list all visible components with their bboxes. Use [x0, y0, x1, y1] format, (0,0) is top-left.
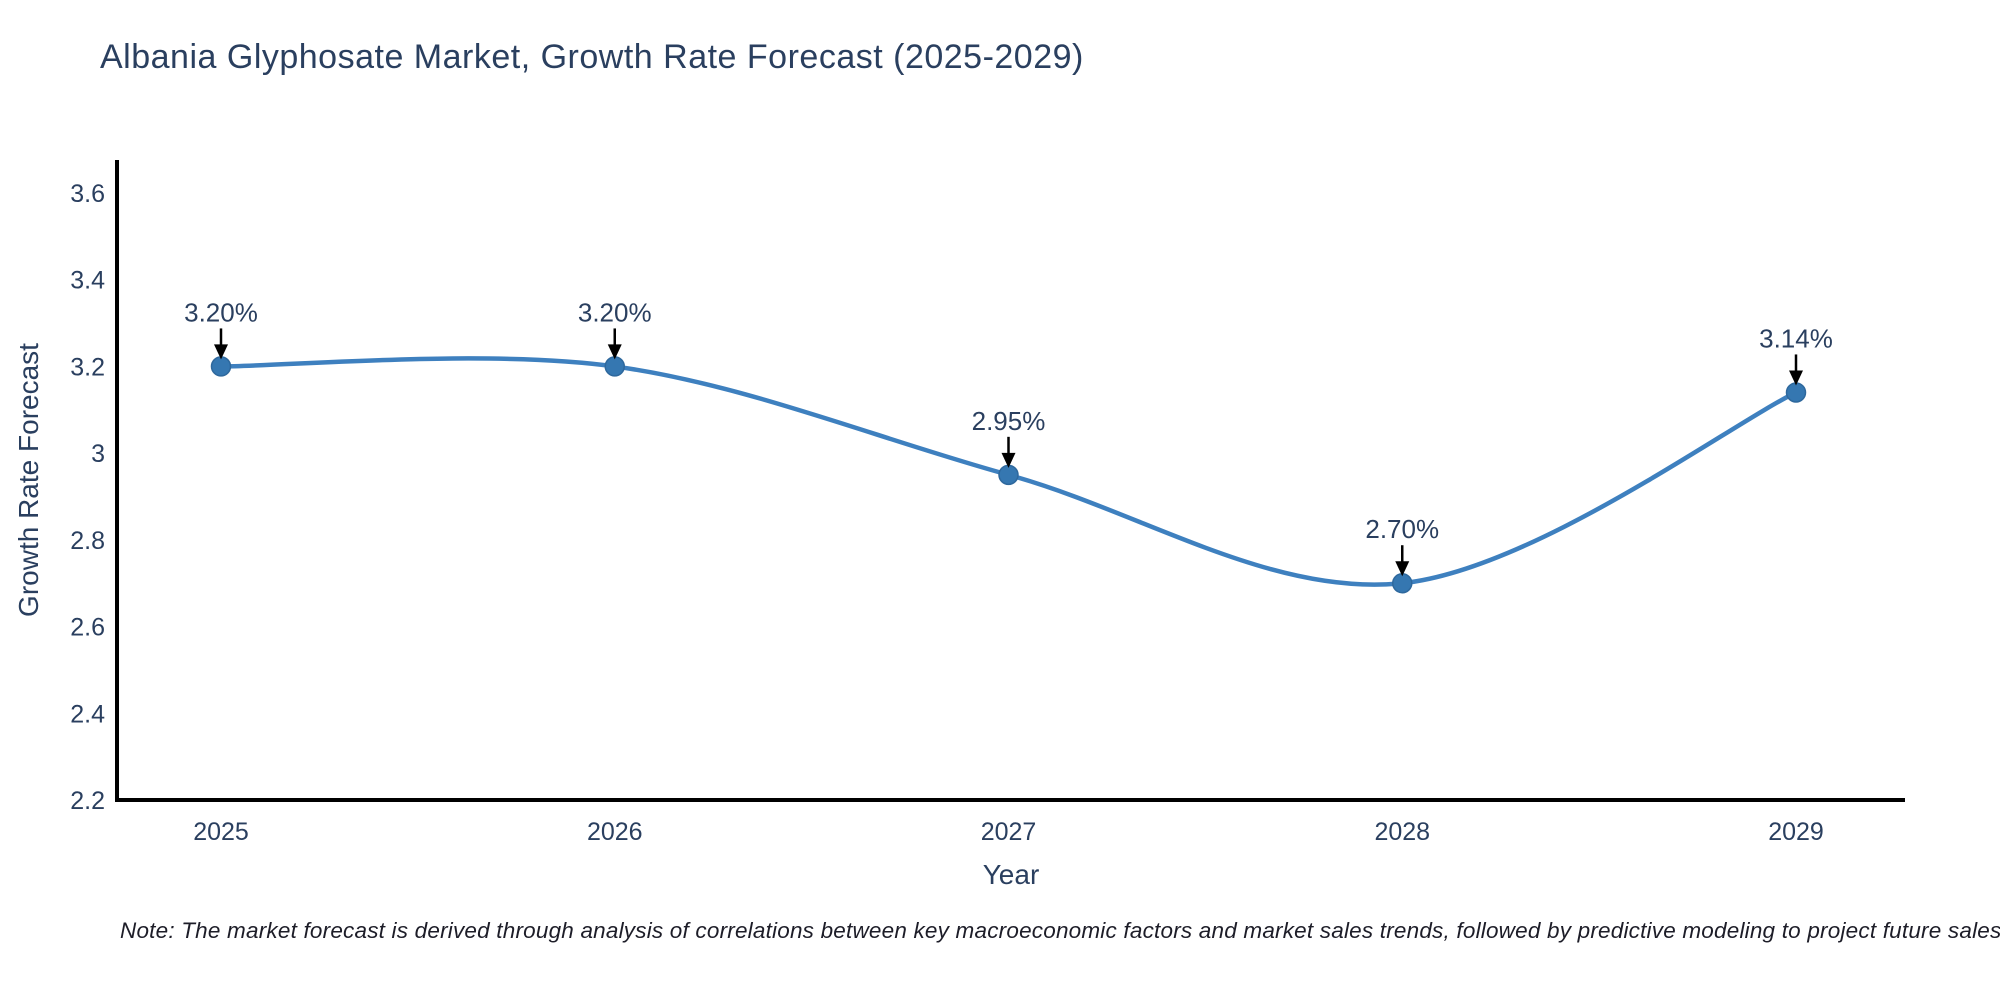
- y-tick-label: 2.6: [70, 614, 105, 642]
- data-point-marker[interactable]: [998, 464, 1019, 486]
- annotation-label: 2.70%: [1365, 514, 1439, 544]
- annotation-label: 3.14%: [1759, 323, 1833, 353]
- data-point-marker[interactable]: [210, 356, 232, 377]
- y-axis-title: Growth Rate Forecast: [13, 343, 44, 617]
- x-tick-label: 2029: [1768, 818, 1824, 846]
- annotation-arrowhead: [1789, 370, 1803, 386]
- x-axis-title: Year: [983, 859, 1040, 890]
- annotation-label: 3.20%: [184, 297, 258, 327]
- annotation-label: 3.20%: [578, 297, 652, 327]
- data-point-marker[interactable]: [1785, 382, 1807, 403]
- data-point-marker[interactable]: [604, 356, 625, 377]
- y-tick-label: 2.4: [70, 700, 105, 728]
- y-tick-label: 3.4: [70, 267, 105, 295]
- annotation-arrowhead: [1001, 452, 1016, 468]
- x-tick-label: 2028: [1374, 818, 1430, 846]
- y-tick-label: 3.6: [70, 180, 105, 208]
- y-tick-label: 2.2: [70, 787, 105, 815]
- y-tick-label: 3.2: [70, 353, 105, 381]
- annotation-label: 2.95%: [972, 406, 1046, 436]
- data-point-marker[interactable]: [1392, 572, 1413, 594]
- y-tick-label: 2.8: [70, 527, 105, 555]
- chart-title: Albania Glyphosate Market, Growth Rate F…: [100, 38, 1084, 76]
- annotation-arrowhead: [1395, 561, 1410, 577]
- x-tick-label: 2025: [193, 818, 249, 846]
- x-tick-label: 2026: [587, 818, 643, 846]
- annotation-arrowhead: [214, 344, 228, 360]
- annotation-arrowhead: [607, 344, 622, 360]
- footnote: Note: The market forecast is derived thr…: [120, 918, 2000, 943]
- y-tick-label: 3: [91, 440, 105, 468]
- x-tick-label: 2027: [981, 818, 1037, 846]
